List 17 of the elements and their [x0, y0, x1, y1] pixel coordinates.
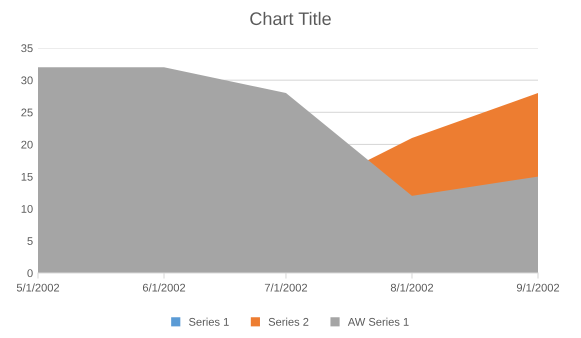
- x-tick-label: 9/1/2002: [516, 283, 560, 292]
- legend-label: AW Series 1: [348, 318, 409, 326]
- y-tick-label: 35: [21, 44, 33, 52]
- y-tick-label: 15: [22, 172, 33, 181]
- x-tick-label: 6/1/2002: [142, 283, 186, 292]
- x-tick-label: 5/1/2002: [16, 283, 60, 292]
- legend-label: Series 2: [268, 318, 308, 326]
- legend-label: Series 1: [189, 318, 229, 326]
- y-tick-label: 5: [27, 237, 33, 245]
- y-tick-label: 10: [22, 204, 33, 213]
- y-tick-label: 20: [21, 140, 33, 149]
- chart-title: Chart Title: [250, 12, 331, 26]
- x-tick-label: 7/1/2002: [264, 283, 308, 292]
- x-tick-label: 8/1/2002: [390, 283, 434, 292]
- y-tick-label: 0: [27, 269, 33, 278]
- y-tick-label: 25: [21, 108, 33, 116]
- y-tick-label: 30: [21, 76, 33, 84]
